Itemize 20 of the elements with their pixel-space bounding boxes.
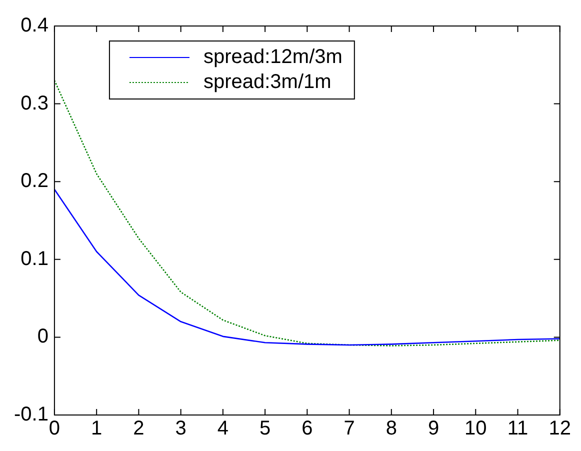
legend-label: spread:3m/1m bbox=[203, 71, 332, 94]
x-tick-label: 3 bbox=[175, 418, 186, 440]
y-tick-label: 0.2 bbox=[20, 170, 48, 192]
x-tick-label: 1 bbox=[91, 418, 102, 440]
y-tick-label: 0.3 bbox=[20, 92, 48, 114]
x-tick-label: 10 bbox=[464, 418, 487, 440]
x-tick-label: 11 bbox=[507, 418, 528, 440]
x-tick-label: 8 bbox=[386, 418, 397, 440]
x-tick-label: 5 bbox=[259, 418, 271, 440]
x-tick-label: 6 bbox=[302, 418, 313, 440]
x-tick-label: 7 bbox=[344, 418, 355, 440]
y-tick-label: 0.1 bbox=[20, 248, 48, 270]
y-tick-label: 0.4 bbox=[20, 14, 48, 37]
y-tick-label: -0.1 bbox=[14, 404, 48, 426]
x-tick-label: 12 bbox=[548, 418, 571, 440]
y-tick-label: 0 bbox=[37, 326, 48, 348]
x-tick-label: 9 bbox=[428, 418, 440, 440]
legend-label: spread:12m/3m bbox=[203, 46, 342, 68]
x-tick-label: 4 bbox=[217, 418, 228, 440]
x-tick-label: 2 bbox=[133, 418, 144, 440]
